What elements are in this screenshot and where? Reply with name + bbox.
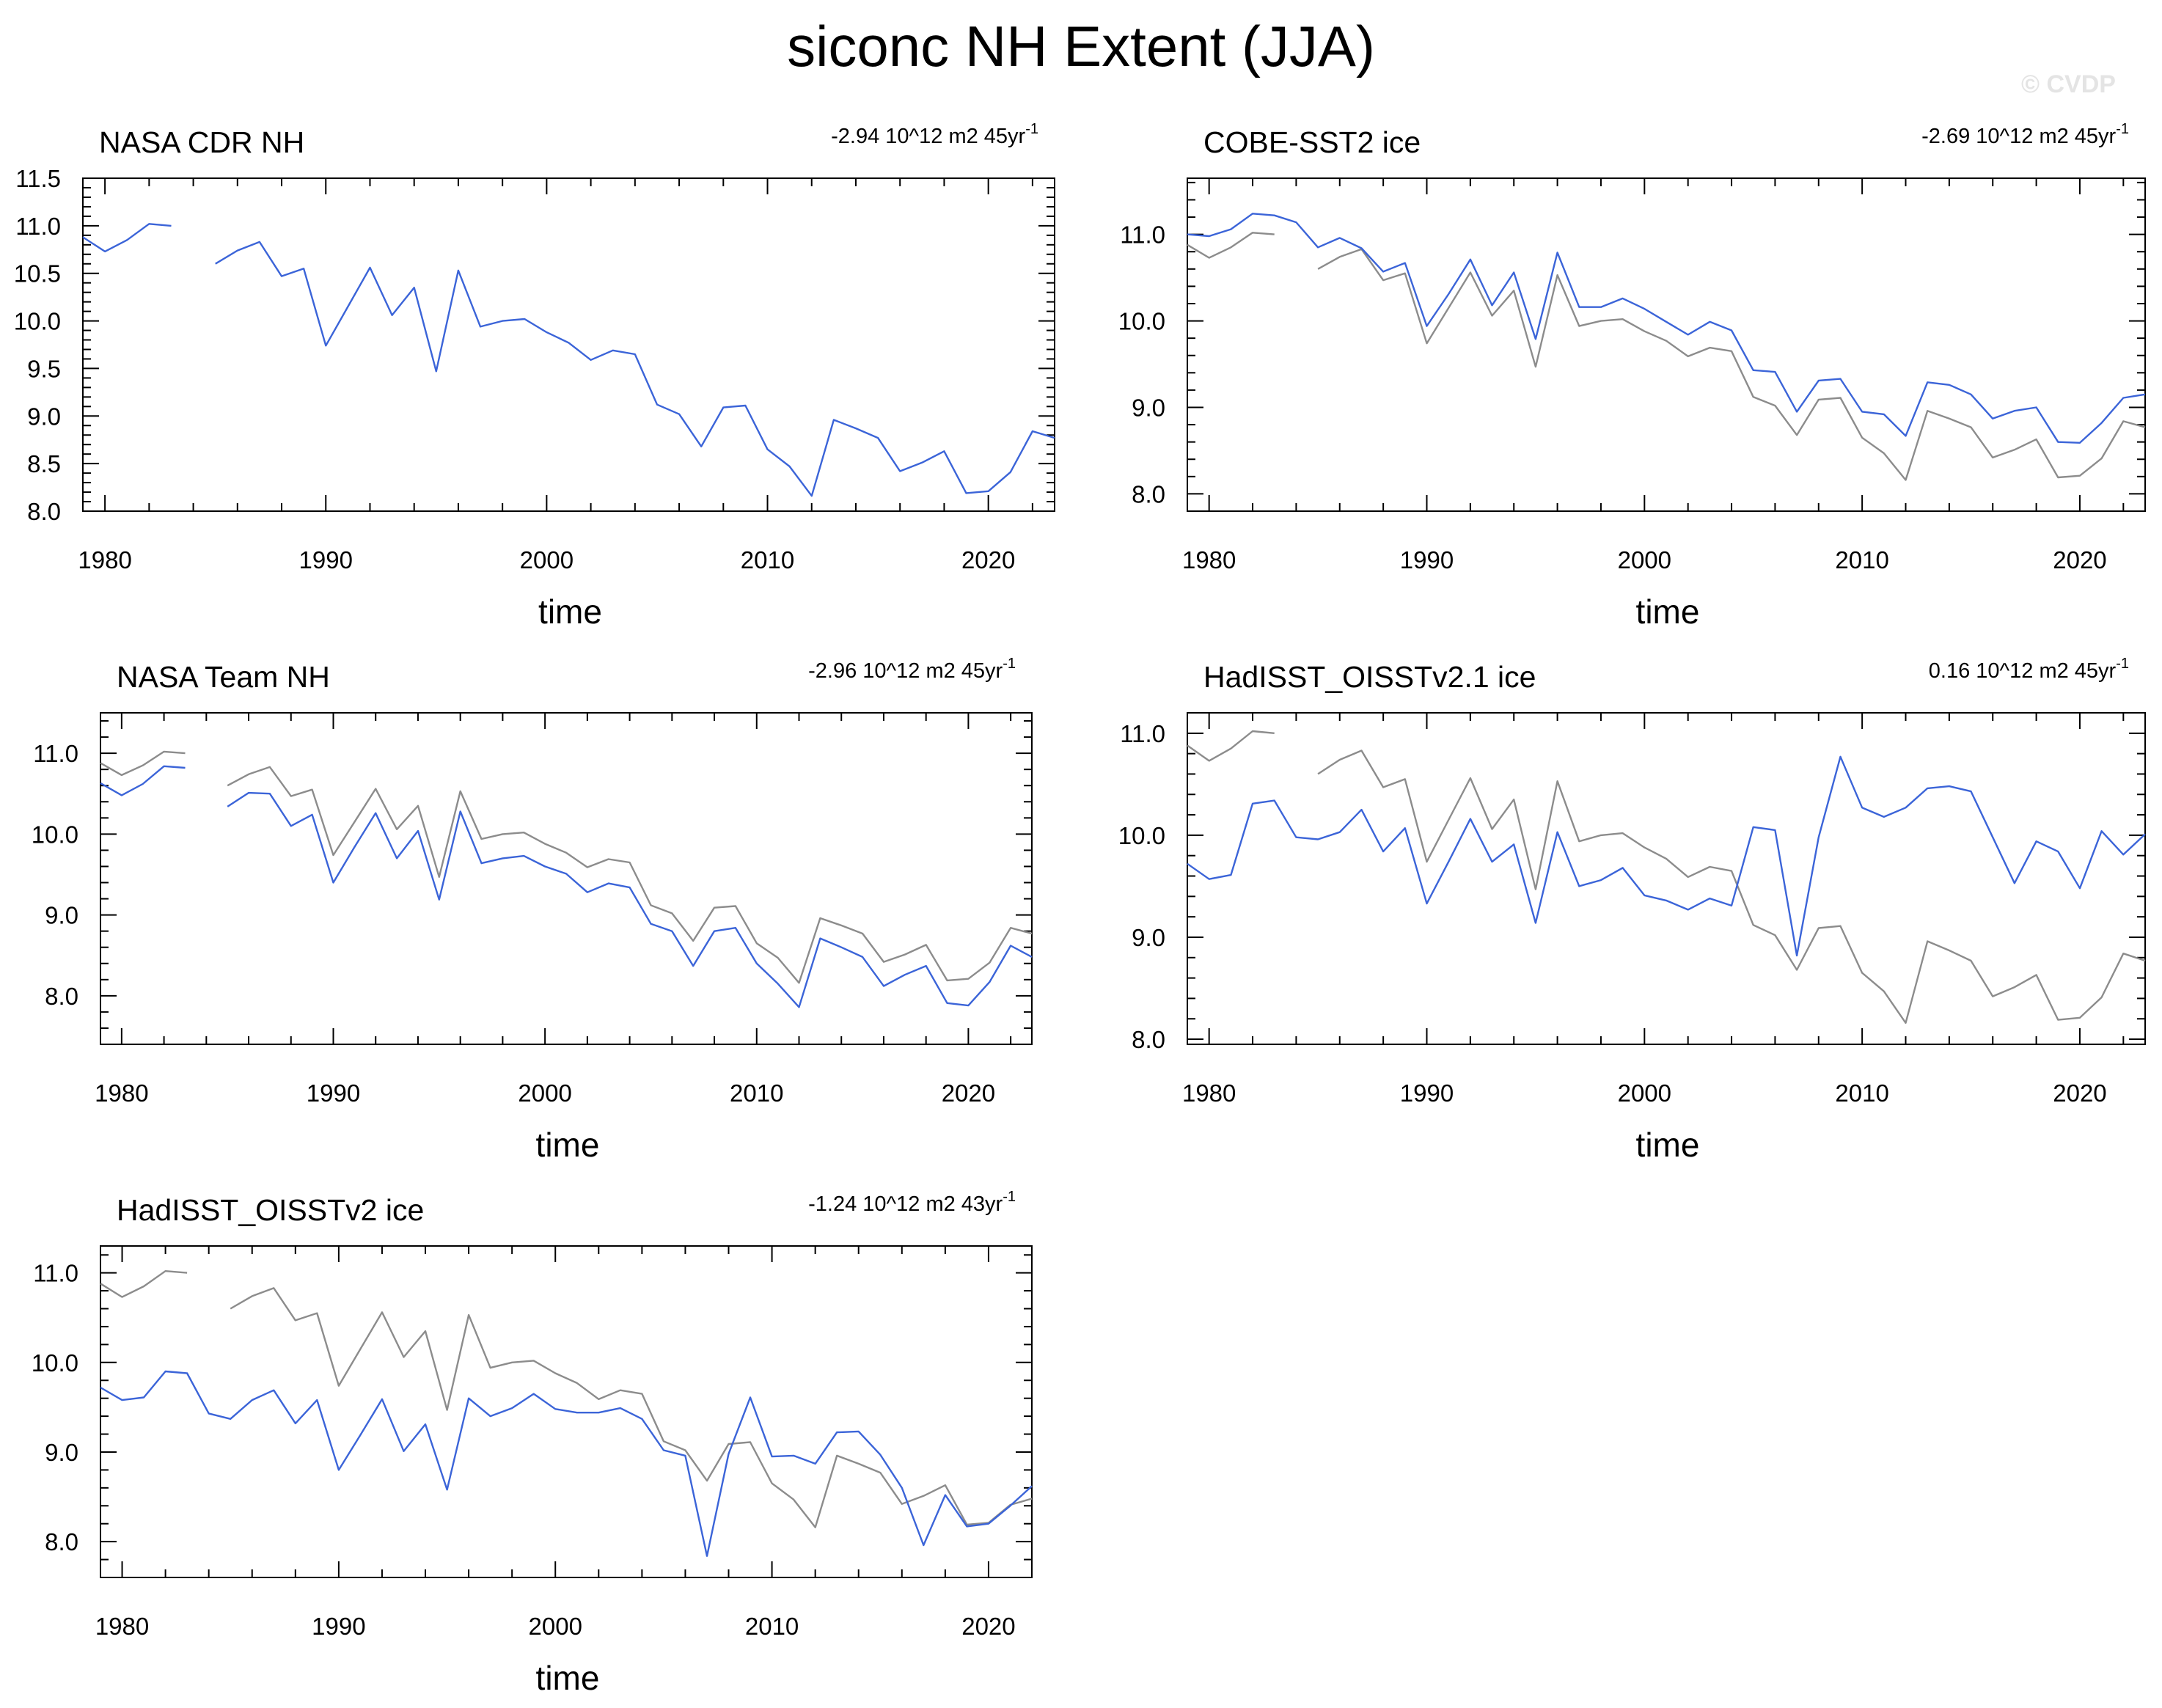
y-tick-label: 8.5 [27, 450, 61, 477]
y-tick-label: 11.0 [15, 213, 61, 240]
trend-value: -2.94 10^12 m2 45yr [831, 125, 1025, 148]
panel-title: COBE-SST2 ice [1203, 125, 1421, 159]
y-tick-label: 11.0 [1120, 720, 1165, 747]
trend-label: -2.69 10^12 m2 45yr-1 [1921, 121, 2129, 148]
y-tick-label: 11.0 [33, 1260, 78, 1287]
y-tick-label: 10.0 [1118, 308, 1165, 335]
figure-title: siconc NH Extent (JJA) [787, 14, 1375, 78]
x-tick-label: 2010 [1835, 546, 1888, 573]
trend-exponent: -1 [1003, 656, 1016, 672]
y-tick-label: 9.0 [45, 902, 78, 929]
x-tick-label: 2000 [520, 546, 574, 573]
trend-value: -1.24 10^12 m2 43yr [808, 1192, 1003, 1216]
trend-exponent: -1 [2116, 121, 2129, 137]
y-tick-label: 9.0 [45, 1439, 78, 1466]
series-line-reference [1187, 730, 2146, 1024]
trend-exponent: -1 [1003, 1189, 1016, 1205]
x-tick-label: 1980 [1182, 1080, 1236, 1107]
x-tick-label: 1980 [78, 546, 131, 573]
panel-2: COBE-SST2 ice -2.69 10^12 m2 45yr-1 8.0 9.0… [1118, 121, 2146, 631]
series-line-dataset [100, 1370, 1033, 1557]
x-tick-label: 2020 [961, 546, 1015, 573]
panel-5: HadISST_OISSTv2 ice -1.24 10^12 m2 43yr-1… [32, 1189, 1033, 1697]
trend-exponent: -1 [2116, 656, 2129, 672]
x-tick-label: 2010 [745, 1613, 799, 1640]
x-tick-label: 2000 [1618, 546, 1671, 573]
trend-label: -2.94 10^12 m2 45yr-1 [831, 121, 1038, 148]
plot-frame [82, 177, 1055, 512]
x-tick-label: 2000 [529, 1613, 582, 1640]
panel-title: NASA Team NH [117, 660, 330, 694]
y-tick-label: 10.0 [32, 821, 78, 848]
plot-frame [1187, 177, 2146, 512]
panel-1: NASA CDR NH -2.94 10^12 m2 45yr-1 8.0 8.5 9.… [14, 121, 1055, 631]
y-tick-label: 8.0 [27, 498, 61, 525]
x-axis-label: time [536, 1659, 600, 1697]
y-tick-label: 10.0 [32, 1349, 78, 1377]
y-tick-label: 8.0 [45, 1528, 78, 1555]
y-tick-label: 8.0 [45, 983, 78, 1010]
trend-label: 0.16 10^12 m2 45yr-1 [1929, 656, 2129, 683]
trend-value: -2.69 10^12 m2 45yr [1921, 125, 2116, 148]
plot-frame [1187, 712, 2146, 1045]
x-axis-label: time [1636, 1126, 1700, 1164]
x-tick-label: 1980 [95, 1613, 149, 1640]
trend-exponent: -1 [1025, 121, 1038, 137]
x-axis-label: time [538, 593, 602, 631]
x-tick-label: 2010 [730, 1080, 783, 1107]
x-tick-label: 1990 [1400, 1080, 1454, 1107]
y-tick-label: 10.0 [1118, 822, 1165, 849]
y-tick-label: 10.5 [14, 260, 61, 287]
series-line-dataset [1187, 213, 2146, 444]
series-line-dataset [1187, 755, 2146, 957]
panel-title: HadISST_OISSTv2.1 ice [1203, 660, 1536, 694]
series-line-dataset [82, 223, 1055, 497]
y-tick-label: 11.0 [1120, 221, 1165, 249]
x-tick-label: 2000 [1618, 1080, 1671, 1107]
x-tick-label: 2010 [1835, 1080, 1888, 1107]
x-tick-label: 1980 [1182, 546, 1236, 573]
y-tick-label: 8.0 [1132, 1026, 1165, 1053]
x-tick-label: 2020 [2053, 1080, 2106, 1107]
plot-frame [100, 1245, 1033, 1578]
x-tick-label: 1990 [299, 546, 353, 573]
y-tick-label: 11.5 [15, 165, 61, 192]
series-line-reference [100, 750, 1033, 984]
x-axis-label: time [1636, 593, 1700, 631]
plot-frame [100, 712, 1033, 1045]
trend-value: 0.16 10^12 m2 45yr [1929, 659, 2117, 683]
panel-title: NASA CDR NH [99, 125, 304, 159]
series-line-reference [100, 1270, 1033, 1528]
y-tick-label: 9.5 [27, 355, 61, 382]
y-tick-label: 10.0 [14, 308, 61, 335]
x-tick-label: 1990 [312, 1613, 365, 1640]
x-tick-label: 2020 [2053, 546, 2106, 573]
trend-label: -1.24 10^12 m2 43yr-1 [808, 1189, 1016, 1216]
x-tick-label: 2020 [942, 1080, 995, 1107]
y-tick-label: 9.0 [1132, 924, 1165, 951]
cvdp-watermark: © CVDP [2021, 70, 2116, 98]
trend-value: -2.96 10^12 m2 45yr [808, 659, 1003, 683]
y-tick-label: 11.0 [33, 740, 78, 767]
x-tick-label: 1990 [307, 1080, 360, 1107]
y-tick-label: 9.0 [27, 403, 61, 430]
x-tick-label: 1990 [1400, 546, 1454, 573]
trend-label: -2.96 10^12 m2 45yr-1 [808, 656, 1016, 683]
y-tick-label: 8.0 [1132, 480, 1165, 507]
x-tick-label: 2020 [961, 1613, 1015, 1640]
panel-4: HadISST_OISSTv2.1 ice 0.16 10^12 m2 45yr-… [1118, 656, 2146, 1164]
series-line-reference [1187, 232, 2146, 481]
x-tick-label: 2000 [518, 1080, 571, 1107]
x-tick-label: 2010 [741, 546, 794, 573]
x-axis-label: time [536, 1126, 600, 1164]
x-tick-label: 1980 [95, 1080, 148, 1107]
series-line-dataset [100, 765, 1033, 1008]
y-tick-label: 9.0 [1132, 394, 1165, 421]
panel-title: HadISST_OISSTv2 ice [117, 1193, 424, 1227]
panel-3: NASA Team NH -2.96 10^12 m2 45yr-1 8.0 9.0 1… [32, 656, 1033, 1164]
